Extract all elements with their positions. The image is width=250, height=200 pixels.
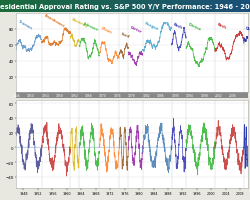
Text: 2006: 2006 <box>229 94 237 98</box>
Text: Clinton: Clinton <box>187 22 202 31</box>
Text: Eisenhower: Eisenhower <box>43 13 66 28</box>
Text: Truman: Truman <box>17 19 32 30</box>
Text: Bush: Bush <box>172 22 183 30</box>
Text: Kennedy: Kennedy <box>71 17 88 28</box>
Text: Carter: Carter <box>129 26 142 35</box>
Text: 1954: 1954 <box>41 94 49 98</box>
Text: 1998: 1998 <box>200 94 208 98</box>
Text: 1970: 1970 <box>99 94 107 98</box>
Text: 1958: 1958 <box>56 94 64 98</box>
Text: Obama: Obama <box>244 26 250 35</box>
Text: Bush: Bush <box>216 22 226 30</box>
Text: 1990: 1990 <box>171 94 179 98</box>
Text: 1994: 1994 <box>186 94 194 98</box>
Text: 1966: 1966 <box>84 94 92 98</box>
Text: 1978: 1978 <box>128 94 136 98</box>
Text: 1986: 1986 <box>157 94 165 98</box>
Text: Reagan: Reagan <box>144 21 159 31</box>
Text: 1974: 1974 <box>114 94 121 98</box>
Text: 1950: 1950 <box>27 94 35 98</box>
Text: Nixon: Nixon <box>100 26 113 35</box>
Text: Ford: Ford <box>120 32 130 39</box>
Text: 1946: 1946 <box>12 94 20 98</box>
Text: 1962: 1962 <box>70 94 78 98</box>
Text: 1982: 1982 <box>142 94 150 98</box>
Text: Johnson: Johnson <box>82 21 98 31</box>
Text: Presidential Approval Rating vs. S&P 500 Y/Y Performance: 1946 - 2009: Presidential Approval Rating vs. S&P 500… <box>0 4 250 9</box>
Text: 2002: 2002 <box>215 94 222 98</box>
